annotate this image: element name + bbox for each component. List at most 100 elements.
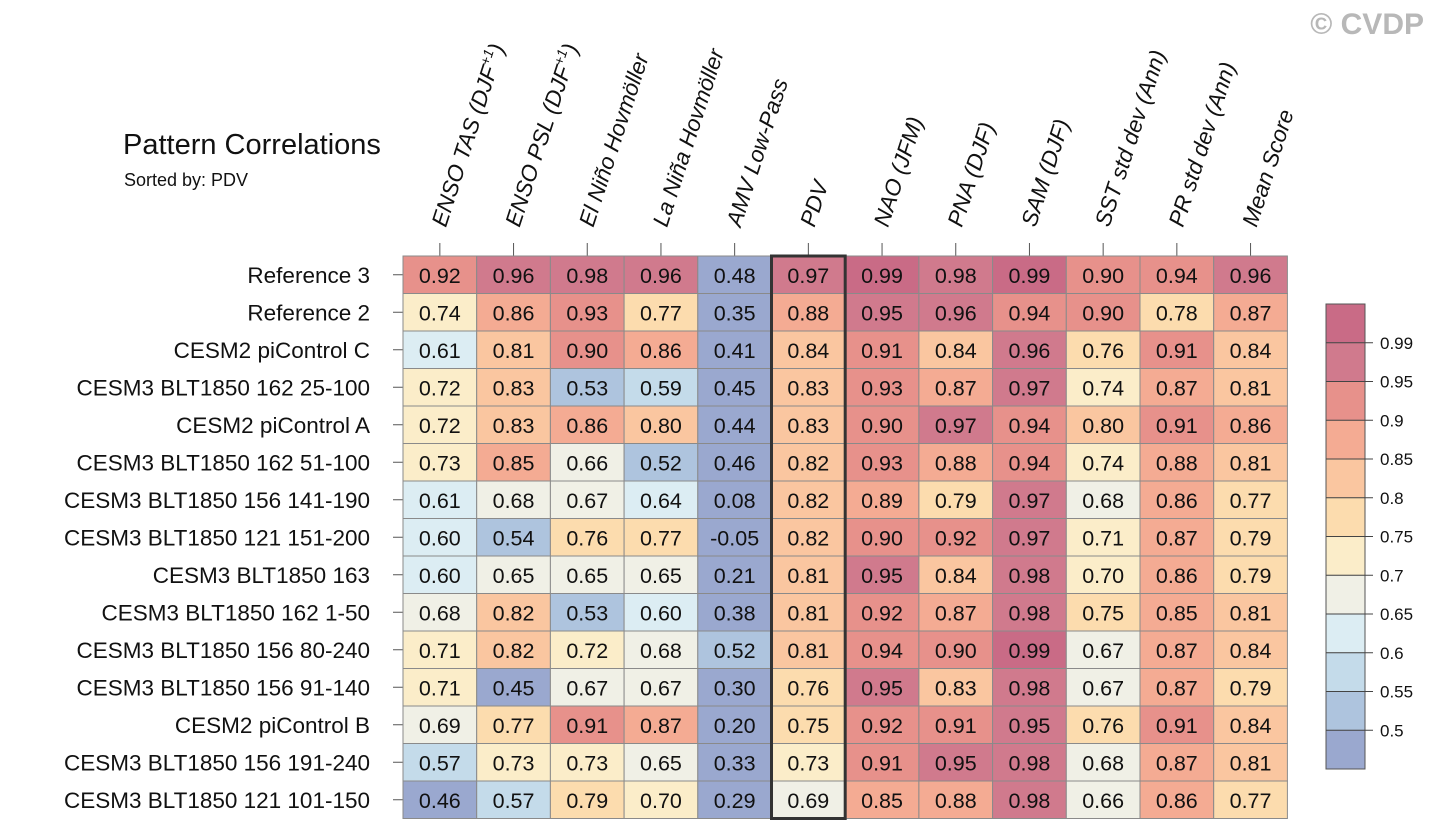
heatmap-cell (1065, 743, 1141, 782)
cell-value-label: 0.80 (1082, 414, 1124, 438)
heatmap-cell (844, 405, 920, 444)
cell-value-label: 0.29 (714, 789, 756, 813)
cell-value-label: 0.74 (419, 301, 461, 325)
cell-value-label: 0.90 (861, 526, 903, 550)
heatmap-cell (992, 705, 1067, 744)
heatmap-cell (771, 555, 846, 594)
sorted-column-frame (770, 254, 847, 820)
cell-value-label: 0.71 (419, 676, 461, 700)
cell-value-label: 0.84 (935, 564, 977, 588)
heatmap-cell (549, 705, 625, 744)
heatmap-cell (771, 780, 846, 819)
cell-value-label: 0.73 (419, 451, 461, 475)
cell-value-label: 0.73 (787, 751, 829, 775)
colorbar-label: 0.85 (1380, 450, 1413, 469)
heatmap-cell (1213, 330, 1288, 369)
heatmap-cell (918, 780, 994, 819)
heatmap-cell (549, 518, 625, 557)
cell-value-label: 0.38 (714, 601, 756, 625)
cell-value-label: 0.84 (1230, 714, 1272, 738)
heatmap-cell (549, 743, 625, 782)
row-label: CESM3 BLT1850 162 1-50 (102, 600, 371, 625)
heatmap-cell (771, 630, 846, 669)
heatmap-cell (918, 630, 994, 669)
heatmap-cell (402, 368, 478, 407)
heatmap-cell (1065, 480, 1141, 519)
heatmap-cell (1065, 405, 1141, 444)
colorbar-swatch (1325, 536, 1366, 576)
heatmap-cell (549, 555, 625, 594)
cell-value-label: 0.66 (566, 451, 608, 475)
cell-value-label: -0.05 (710, 526, 759, 550)
heatmap-cell (623, 368, 699, 407)
cell-value-label: 0.95 (1009, 714, 1051, 738)
cell-value-label: 0.81 (787, 564, 829, 588)
cell-value-label: 0.91 (566, 714, 608, 738)
cell-value-label: 0.96 (1009, 339, 1051, 363)
cell-value-label: 0.33 (714, 751, 756, 775)
cell-value-label: 0.69 (787, 789, 829, 813)
cell-value-label: 0.96 (1230, 264, 1272, 288)
heatmap-cell (1213, 593, 1288, 632)
heatmap-cell (918, 405, 994, 444)
column-label: SST std dev (Ann) (1090, 47, 1171, 230)
cell-value-label: 0.95 (861, 676, 903, 700)
heatmap-cell (1213, 780, 1288, 819)
cell-value-label: 0.84 (935, 339, 977, 363)
heatmap-cell (623, 780, 699, 819)
colorbar-swatch (1325, 381, 1366, 421)
row-label: CESM3 BLT1850 121 151-200 (64, 525, 370, 550)
colorbar-label: 0.5 (1380, 721, 1404, 740)
cell-value-label: 0.89 (861, 489, 903, 513)
colorbar-swatch (1325, 613, 1366, 654)
cell-value-label: 0.64 (640, 489, 682, 513)
cell-value-label: 0.53 (566, 376, 608, 400)
row-label: CESM3 BLT1850 156 141-190 (64, 488, 370, 513)
heatmap-cell (1213, 443, 1288, 482)
heatmap-cell (697, 368, 772, 407)
cell-value-label: 0.94 (1156, 264, 1198, 288)
cell-value-label: 0.90 (935, 639, 977, 663)
column-label: AMV Low-Pass (721, 76, 793, 232)
cell-value-label: 0.76 (1082, 714, 1124, 738)
cell-value-label: 0.46 (419, 789, 461, 813)
heatmap-cell (623, 255, 699, 294)
heatmap-cell (992, 255, 1067, 294)
heatmap-cell (476, 630, 551, 669)
cell-value-label: 0.86 (1156, 564, 1198, 588)
heatmap-cell (549, 593, 625, 632)
heatmap-cell (476, 293, 551, 332)
cell-value-label: 0.92 (419, 264, 461, 288)
cell-value-label: 0.98 (1009, 789, 1051, 813)
cell-value-label: 0.94 (861, 639, 903, 663)
cell-value-label: 0.93 (566, 301, 608, 325)
cell-value-label: 0.94 (1009, 414, 1051, 438)
heatmap-cell (1213, 630, 1288, 669)
cell-value-label: 0.87 (1156, 526, 1198, 550)
cell-value-label: 0.80 (640, 414, 682, 438)
heatmap-cell (1065, 293, 1141, 332)
colorbar-swatch (1325, 691, 1366, 731)
colorbar-swatch (1325, 458, 1366, 499)
colorbar-label: 0.75 (1380, 528, 1413, 547)
heatmap-cell (697, 668, 772, 707)
heatmap-cell (1065, 593, 1141, 632)
heatmap-cell (1065, 555, 1141, 594)
cell-value-label: 0.54 (493, 526, 535, 550)
colorbar-label: 0.65 (1380, 605, 1413, 624)
cell-value-label: 0.67 (640, 676, 682, 700)
heatmap-cell (918, 293, 994, 332)
cell-value-label: 0.35 (714, 301, 756, 325)
cell-value-label: 0.88 (935, 451, 977, 475)
cell-value-label: 0.86 (493, 301, 535, 325)
heatmap-cell (771, 668, 846, 707)
cell-value-label: 0.73 (566, 751, 608, 775)
heatmap-cell (918, 593, 994, 632)
column-label: PDV (795, 176, 834, 230)
cell-value-label: 0.87 (640, 714, 682, 738)
cell-value-label: 0.86 (1230, 414, 1272, 438)
cell-value-label: 0.69 (419, 714, 461, 738)
colorbar-swatch (1325, 652, 1366, 692)
colorbar-swatch (1325, 419, 1366, 460)
cell-value-label: 0.81 (1230, 601, 1272, 625)
